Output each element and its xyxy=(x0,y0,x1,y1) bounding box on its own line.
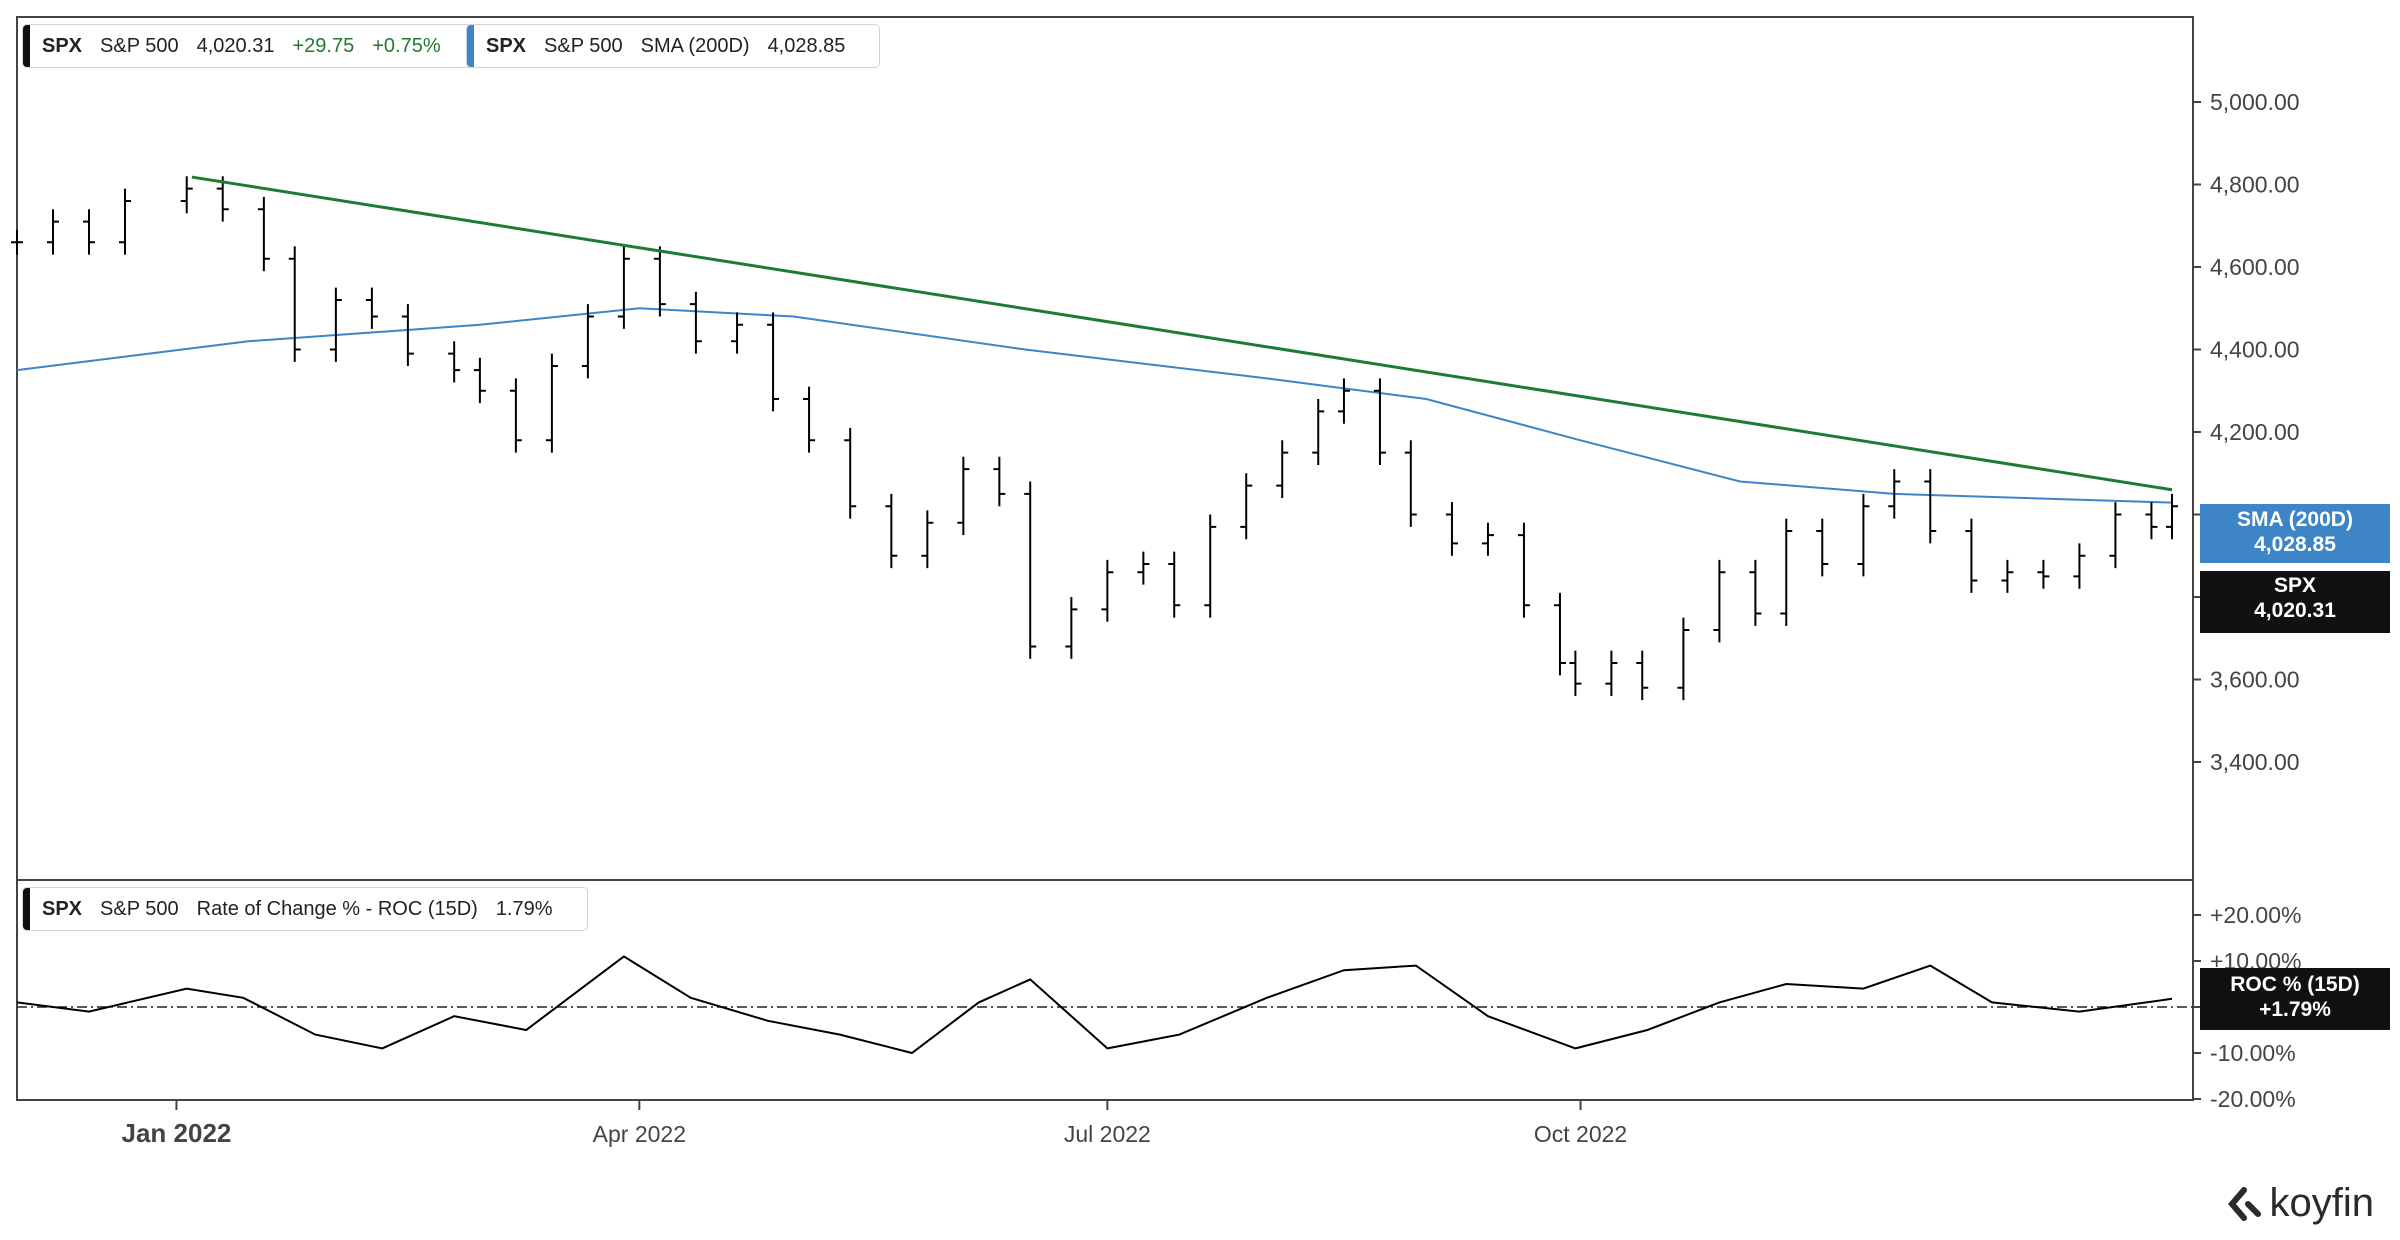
roc-y-tick-label: -20.00% xyxy=(2210,1086,2296,1112)
roc-y-tick-label: -10.00% xyxy=(2210,1040,2296,1066)
trend-line xyxy=(191,175,2173,492)
price-y-tick-label: 4,600.00 xyxy=(2210,254,2300,280)
roc-value-tag: ROC % (15D) +1.79% xyxy=(2200,968,2390,1030)
koyfin-mark-icon xyxy=(2227,1186,2261,1221)
roc-legend: SPX S&P 500 Rate of Change % - ROC (15D)… xyxy=(22,887,588,931)
legend-symbol: SPX xyxy=(42,34,83,57)
roc-tag-label: ROC % (15D) xyxy=(2230,973,2360,996)
roc-tag-value: +1.79% xyxy=(2259,998,2331,1021)
roc-legend-last: 1.79% xyxy=(495,897,553,920)
legend-last: 4,020.31 xyxy=(196,34,275,57)
x-tick-label: Jan 2022 xyxy=(122,1118,232,1148)
sma-value-tag: SMA (200D) 4,028.85 xyxy=(2200,504,2390,563)
spx-tag-value: 4,020.31 xyxy=(2254,599,2336,622)
x-tick-label: Jul 2022 xyxy=(1064,1121,1151,1147)
sma-line xyxy=(16,307,2173,504)
roc-legend-swatch xyxy=(23,888,30,930)
sma-tag-label: SMA (200D) xyxy=(2237,508,2353,531)
roc-legend-indicator: Rate of Change % - ROC (15D) xyxy=(196,897,478,920)
x-tick-label: Oct 2022 xyxy=(1534,1121,1627,1147)
roc-y-tick-label: +20.00% xyxy=(2210,902,2301,928)
legend-name: S&P 500 xyxy=(100,34,179,57)
sma-legend: SPX S&P 500 SMA (200D) 4,028.85 xyxy=(466,24,881,68)
legend-change-pct: +0.75% xyxy=(372,34,441,57)
sma-legend-symbol: SPX xyxy=(486,34,527,57)
price-y-tick-label: 4,400.00 xyxy=(2210,337,2300,363)
price-y-tick-label: 3,600.00 xyxy=(2210,667,2300,693)
koyfin-logo: koyfin xyxy=(2226,1181,2375,1226)
price-y-tick-label: 4,200.00 xyxy=(2210,419,2300,445)
roc-legend-symbol: SPX xyxy=(42,897,83,920)
price-y-tick-label: 3,400.00 xyxy=(2210,749,2300,775)
x-tick-label: Apr 2022 xyxy=(593,1121,686,1147)
sma-legend-name: S&P 500 xyxy=(544,34,623,57)
legend-change: +29.75 xyxy=(292,34,355,57)
roc-legend-name: S&P 500 xyxy=(100,897,179,920)
spx-value-tag: SPX 4,020.31 xyxy=(2200,571,2390,633)
spx-tag-label: SPX xyxy=(2273,574,2317,597)
sma-legend-value: 4,028.85 xyxy=(767,34,846,57)
sma-tag-value: 4,028.85 xyxy=(2254,533,2336,556)
price-legend: SPX S&P 500 4,020.31 +29.75 +0.75% xyxy=(22,24,476,68)
sma-legend-swatch xyxy=(467,25,474,67)
plot-frame xyxy=(16,16,2194,1101)
price-legend-swatch xyxy=(23,25,30,67)
price-y-tick-label: 4,800.00 xyxy=(2210,172,2300,198)
brand-name: koyfin xyxy=(2269,1181,2375,1225)
roc-line xyxy=(16,955,2173,1055)
price-y-tick-label: 5,000.00 xyxy=(2210,89,2300,115)
sma-legend-label: SMA (200D) xyxy=(640,34,750,57)
